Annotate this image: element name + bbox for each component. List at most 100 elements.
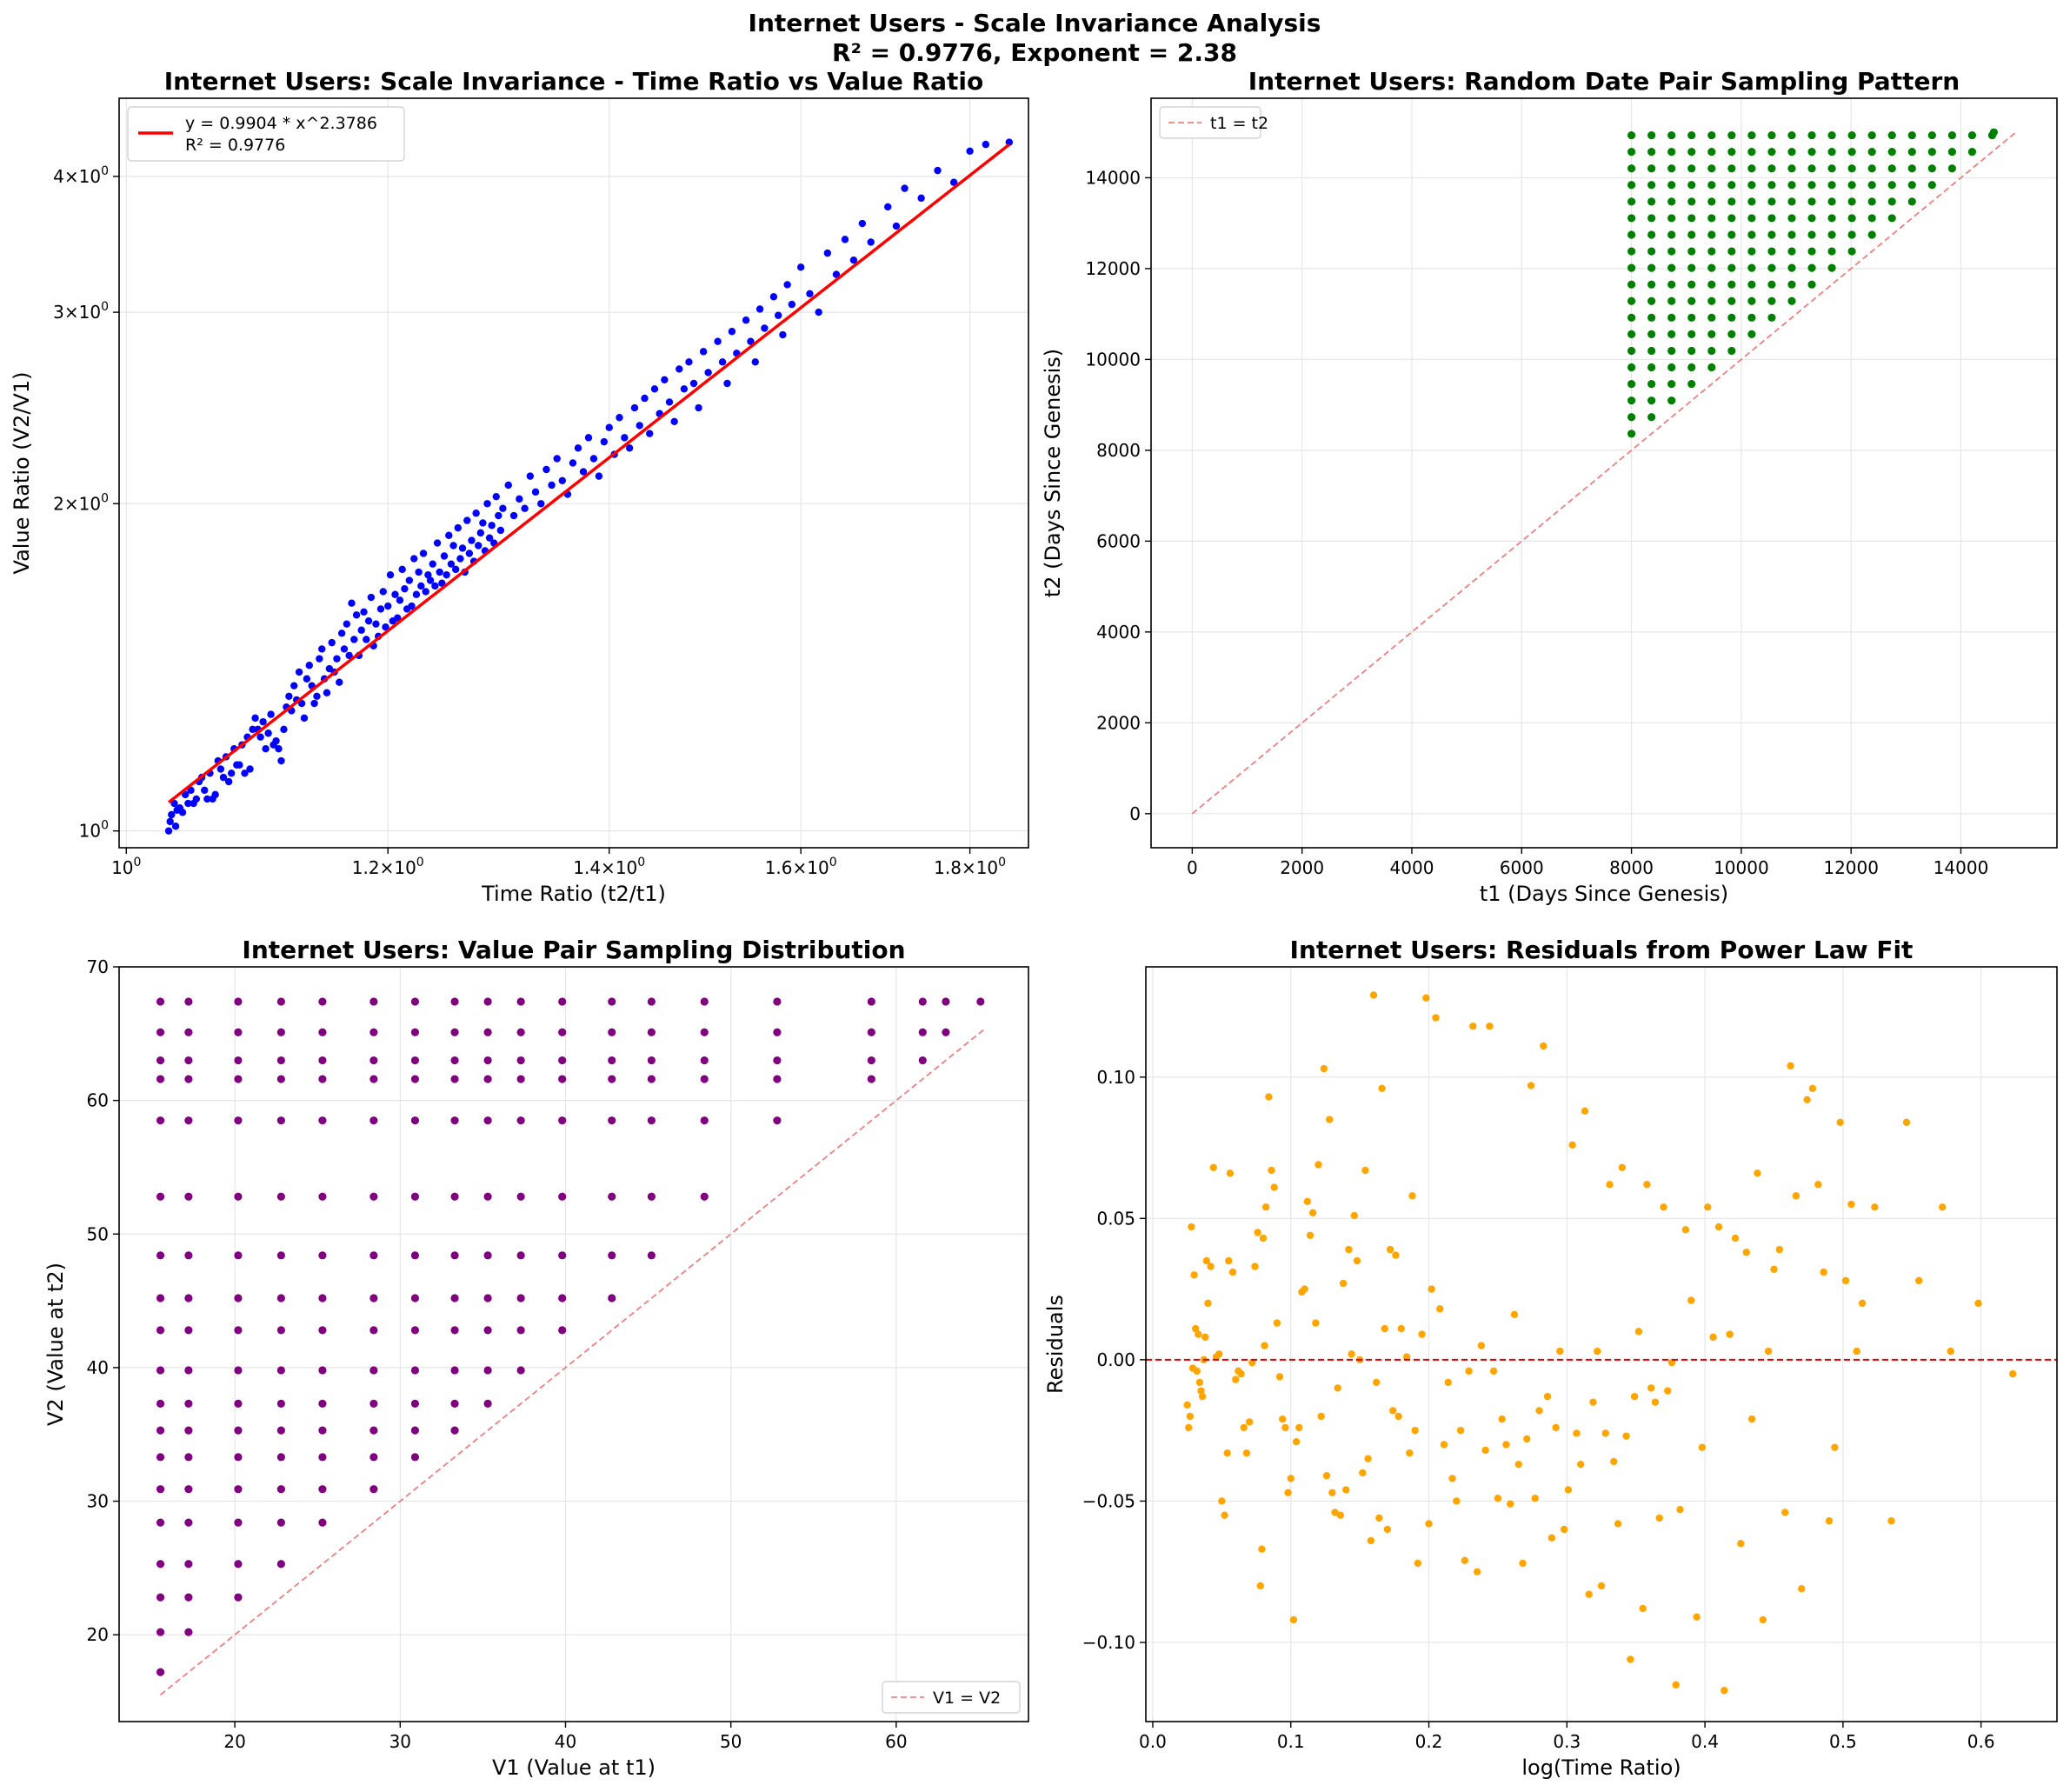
data-point	[201, 786, 209, 795]
data-point	[1245, 1418, 1254, 1426]
data-point	[1707, 263, 1716, 272]
data-point	[1727, 263, 1736, 272]
data-point	[647, 997, 656, 1006]
data-point	[1747, 214, 1756, 223]
data-point	[1927, 148, 1936, 157]
data-point	[647, 1075, 656, 1083]
data-point	[410, 1028, 420, 1036]
y-tick-label: 50	[87, 1223, 109, 1244]
data-point	[184, 1426, 193, 1435]
x-tick-label: 0.4	[1691, 1731, 1719, 1752]
data-point	[1647, 280, 1656, 289]
data-point	[234, 1075, 243, 1083]
data-point	[357, 626, 365, 634]
y-axis-label: Value Ratio (V2/V1)	[10, 372, 34, 575]
data-point	[1601, 1429, 1609, 1437]
data-point	[458, 544, 467, 552]
legend-fit-equation: y = 0.9904 * x^2.3786	[185, 114, 377, 133]
data-point	[1306, 1231, 1315, 1240]
data-point	[276, 997, 285, 1006]
y-tick-label: 0	[1129, 803, 1141, 824]
data-point	[450, 1399, 459, 1408]
data-point	[1887, 148, 1896, 157]
data-point	[1369, 991, 1378, 999]
data-point	[982, 140, 990, 149]
data-point	[483, 1075, 492, 1083]
panel-title: Internet Users: Random Date Pair Samplin…	[1248, 67, 1960, 96]
legend-box	[1159, 106, 1261, 139]
data-point	[386, 570, 395, 579]
data-point	[1627, 430, 1636, 438]
data-point	[1827, 230, 1836, 239]
data-point	[267, 710, 275, 718]
diagonal-line	[1191, 131, 2017, 815]
data-point	[1359, 1469, 1367, 1477]
data-point	[1647, 363, 1656, 372]
data-point	[542, 465, 550, 474]
data-point	[1510, 1310, 1519, 1319]
data-point	[1667, 346, 1676, 356]
plot-area	[156, 997, 985, 1695]
data-point	[934, 166, 942, 175]
data-point	[917, 194, 925, 203]
data-point	[1867, 197, 1876, 206]
data-point	[1331, 1509, 1339, 1516]
data-point	[1915, 1276, 1923, 1285]
data-point	[1667, 164, 1676, 173]
data-point	[479, 519, 487, 527]
data-point	[1687, 214, 1696, 223]
data-point	[483, 1294, 492, 1302]
data-point	[234, 1366, 243, 1375]
data-point	[1481, 1446, 1489, 1455]
data-point	[367, 593, 376, 602]
data-point	[184, 1326, 193, 1335]
data-point	[1787, 280, 1796, 289]
y-tick-label: 8000	[1096, 440, 1141, 461]
data-point	[465, 550, 474, 557]
data-point	[1687, 346, 1696, 356]
data-point	[1448, 1475, 1456, 1482]
data-point	[553, 455, 561, 463]
data-point	[472, 510, 480, 517]
data-point	[234, 1560, 243, 1569]
data-point	[333, 655, 341, 663]
figure-title-line1: Internet Users - Scale Invariance Analys…	[749, 9, 1321, 37]
data-point	[1687, 263, 1696, 272]
data-point	[1312, 1319, 1320, 1327]
data-point	[1847, 130, 1856, 140]
data-point	[1606, 1181, 1614, 1189]
y-tick-label: 30	[87, 1491, 109, 1512]
data-point	[516, 997, 525, 1006]
y-tick-label: 10000	[1085, 349, 1141, 370]
data-point	[1378, 1084, 1386, 1092]
x-tick-label: 60	[885, 1731, 907, 1752]
data-point	[156, 1056, 165, 1065]
data-point	[1847, 164, 1856, 173]
data-point	[1289, 1615, 1298, 1624]
data-point	[1853, 1347, 1860, 1356]
data-point	[942, 1028, 950, 1036]
data-point	[410, 1116, 420, 1125]
data-point	[608, 1075, 616, 1083]
data-point	[1261, 1342, 1268, 1349]
data-point	[1747, 230, 1756, 239]
data-point	[1197, 1387, 1205, 1395]
data-point	[234, 1593, 243, 1602]
data-point	[1727, 296, 1736, 305]
data-point	[1627, 197, 1636, 206]
data-point	[410, 997, 420, 1006]
fit-line	[168, 143, 1010, 804]
data-point	[276, 1028, 285, 1036]
data-point	[1254, 1229, 1261, 1236]
x-tick-label: 40	[555, 1731, 576, 1752]
data-point	[1248, 1358, 1256, 1367]
data-point	[1687, 1296, 1695, 1304]
data-point	[318, 1426, 327, 1435]
y-tick-label: 100	[79, 819, 109, 842]
data-point	[1867, 164, 1876, 173]
data-point	[1353, 1256, 1361, 1265]
data-point	[1308, 1209, 1317, 1217]
data-point	[1348, 1350, 1355, 1358]
data-point	[1827, 247, 1836, 256]
data-point	[184, 1628, 193, 1636]
